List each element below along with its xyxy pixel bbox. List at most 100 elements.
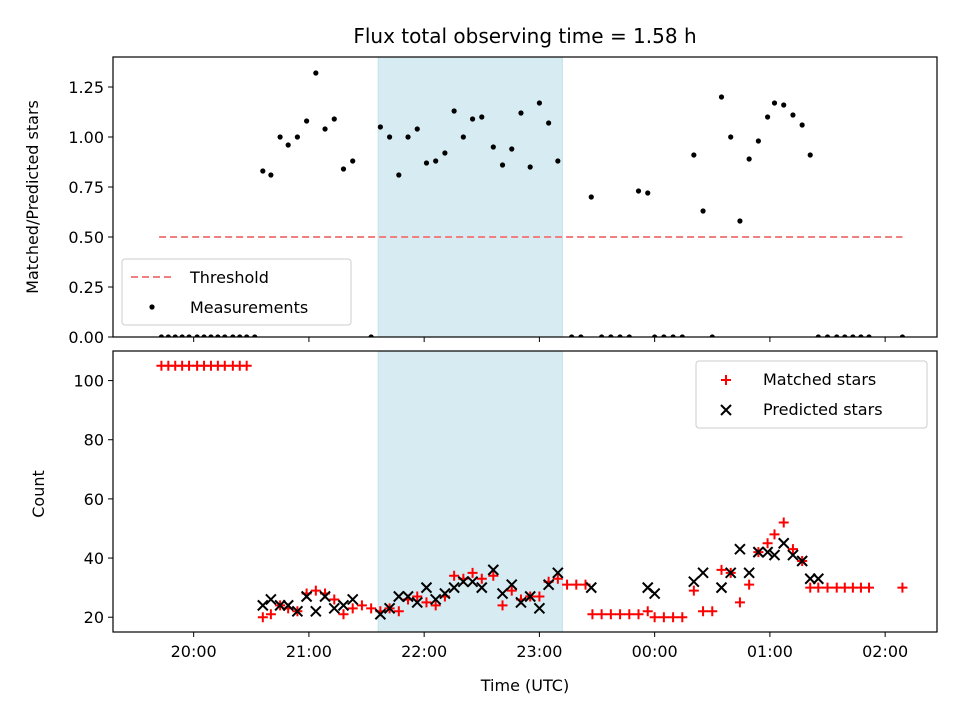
measurement-point	[423, 160, 430, 166]
x-tick-label: 20:00	[171, 642, 217, 661]
measurement-point	[635, 188, 642, 194]
top-panel: 0.00 0.25 0.50 0.75 1.00 1.25 Threshold Measure…	[68, 56, 938, 347]
predicted-star-point	[319, 590, 331, 603]
predicted-star-point	[496, 587, 509, 600]
legend-predicted-swatch	[720, 404, 732, 416]
measurement-point	[433, 158, 439, 164]
predicted-star-point	[257, 599, 269, 612]
measurement-point	[294, 134, 300, 140]
predicted-star-point	[768, 549, 781, 561]
matched-star-point	[497, 600, 508, 611]
matched-star-point	[467, 567, 478, 578]
predicted-star-point	[337, 599, 350, 612]
matched-star-point	[347, 603, 358, 614]
measurement-point	[277, 134, 283, 140]
x-axis-label: Time (UTC)	[480, 676, 569, 695]
y-tick-label: 1.25	[68, 78, 104, 97]
measurement-point	[670, 334, 676, 337]
shaded-region	[377, 350, 563, 633]
top-legend: Threshold Measurements	[121, 258, 352, 326]
predicted-star-point	[787, 549, 799, 561]
matched-star-point	[897, 582, 908, 593]
measurement-point	[313, 70, 319, 76]
predicted-star-point	[585, 581, 597, 594]
predicted-star-point	[796, 555, 808, 567]
measurement-point	[194, 334, 200, 337]
predicted-star-point	[347, 593, 359, 606]
shaded-region	[377, 56, 563, 338]
matched-star-point	[338, 609, 349, 620]
measurement-point	[368, 334, 374, 337]
matched-star-point	[677, 612, 688, 623]
predicted-star-point	[778, 537, 790, 549]
measurement-point	[165, 334, 171, 337]
matched-star-point	[488, 570, 499, 581]
matched-star-point	[633, 609, 644, 620]
measurement-point	[322, 126, 328, 132]
measurement-point	[700, 208, 706, 214]
measurement-point	[626, 334, 632, 337]
matched-star-point	[430, 600, 441, 611]
x-tick-label: 22:00	[401, 642, 447, 661]
matched-star-point	[329, 594, 340, 605]
measurement-point	[746, 156, 752, 162]
measurement-point	[451, 108, 457, 114]
predicted-star-point	[761, 546, 774, 558]
measurement-point	[405, 134, 411, 140]
matched-star-point	[762, 538, 773, 549]
matched-star-point	[449, 570, 460, 581]
measurement-point	[866, 334, 872, 337]
predicted-star-point	[515, 596, 527, 609]
top-y-axis-label: Matched/Predicted stars	[23, 100, 42, 294]
measurement-point	[652, 334, 658, 337]
measurement-point	[396, 172, 402, 178]
predicted-star-point	[429, 593, 442, 606]
matched-star-point	[624, 609, 635, 620]
predicted-star-point	[697, 567, 709, 579]
measurement-point	[569, 334, 575, 337]
matched-star-point	[506, 585, 517, 596]
matched-star-point	[587, 609, 598, 620]
data-layer	[156, 360, 908, 623]
matched-star-point	[265, 609, 276, 620]
measurement-point	[172, 334, 178, 337]
measurement-point	[850, 334, 856, 337]
bottom-legend: Matched stars Predicted stars	[695, 360, 928, 429]
matched-star-point	[778, 517, 789, 528]
matched-star-point	[571, 579, 582, 590]
y-tick-label: 0.00	[68, 328, 104, 347]
matched-star-point	[822, 582, 833, 593]
measurement-point	[709, 334, 715, 337]
matched-star-point	[668, 612, 679, 623]
legend-predicted-label: Predicted stars	[763, 400, 883, 419]
matched-star-point	[707, 606, 718, 617]
matched-star-point	[769, 529, 780, 540]
legend-matched-swatch	[721, 375, 731, 385]
y-tick-label: 20	[84, 608, 104, 627]
y-tick-label: 1.00	[68, 128, 104, 147]
matched-star-point	[698, 606, 709, 617]
matched-star-point	[744, 579, 755, 590]
measurement-point	[252, 334, 258, 337]
matched-star-point	[393, 606, 404, 617]
measurement-point	[536, 100, 543, 106]
measurement-point	[608, 334, 614, 337]
predicted-star-point	[402, 590, 414, 603]
predicted-star-point	[743, 567, 755, 579]
matched-star-point	[412, 591, 423, 602]
predicted-star-point	[734, 543, 746, 555]
measurement-point	[340, 166, 347, 172]
predicted-star-point	[648, 587, 661, 600]
measurement-point	[386, 134, 393, 140]
x-tick-label: 23:00	[516, 642, 562, 661]
measurement-point	[834, 334, 840, 337]
measurement-point	[790, 112, 796, 118]
matched-star-point	[688, 585, 699, 596]
measurement-point	[479, 114, 485, 120]
matched-star-point	[257, 612, 268, 623]
matched-star-point	[787, 544, 798, 555]
measurement-point	[555, 158, 561, 164]
predicted-star-point	[542, 578, 555, 591]
measurement-point	[186, 334, 192, 337]
measurement-point	[718, 94, 725, 100]
